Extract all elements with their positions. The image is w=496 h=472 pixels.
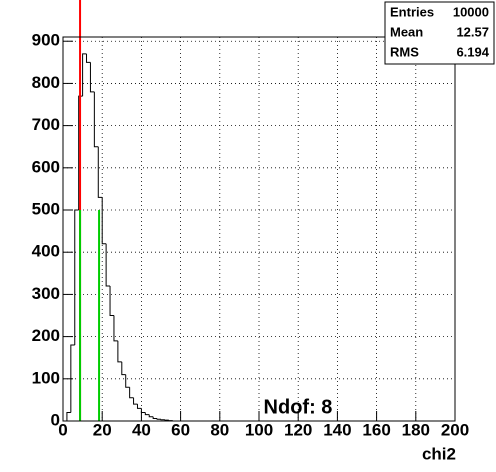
histogram-bin: [148, 414, 154, 418]
x-axis-title: chi2: [422, 444, 456, 463]
stats-frame: [384, 1, 495, 65]
x-tick-label: 140: [323, 420, 351, 439]
histogram-bin: [156, 418, 161, 420]
histogram-bin: [129, 387, 134, 399]
y-tick-label: 900: [32, 31, 60, 50]
histogram-bin: [152, 416, 158, 419]
histogram-bin: [74, 209, 79, 346]
x-tick-label: 200: [441, 420, 469, 439]
histogram-bin: [89, 62, 95, 93]
histogram-bin: [105, 243, 111, 287]
stats-value: 12.57: [456, 24, 489, 39]
x-tick-label: 80: [210, 420, 229, 439]
x-tick-label: 60: [171, 420, 190, 439]
stats-label: Entries: [390, 4, 434, 19]
histogram-bin: [66, 412, 71, 421]
stats-label: Mean: [390, 24, 423, 39]
histogram-bin: [78, 95, 83, 211]
x-tick-label: 0: [58, 420, 67, 439]
histogram-bin: [117, 340, 122, 363]
y-tick-label: 500: [32, 199, 60, 218]
histogram-bin: [133, 397, 138, 405]
histogram-bin: [125, 374, 130, 388]
x-tick-label: 40: [132, 420, 151, 439]
y-tick-label: 300: [32, 284, 60, 303]
histogram-bin: [70, 344, 75, 413]
x-tick-label: 20: [93, 420, 112, 439]
plot-frame: [62, 36, 456, 422]
histogram-bin: [101, 197, 107, 245]
histogram-bin: [136, 404, 142, 409]
histogram-bin: [113, 315, 118, 342]
y-tick-label: 0: [51, 410, 60, 429]
histogram-bin: [144, 412, 150, 416]
histogram-bin: [97, 146, 103, 198]
histogram-bin: [86, 53, 91, 63]
histogram-bin: [140, 408, 146, 414]
stats-box: Entries 10000 Mean 12.57 RMS 6.194: [384, 1, 495, 65]
histogram-bin: [121, 361, 126, 376]
y-tick-label: 400: [32, 242, 60, 261]
histogram-bin: [93, 91, 99, 148]
y-tick-label: 600: [32, 157, 60, 176]
annotation: Ndof: 8: [264, 396, 333, 418]
x-tick-label: 120: [284, 420, 312, 439]
y-tick-label: 700: [32, 115, 60, 134]
x-tick-label: 180: [402, 420, 430, 439]
y-tick-label: 100: [32, 368, 60, 387]
x-tick-label: 100: [245, 420, 273, 439]
histogram-bin: [109, 285, 114, 317]
x-tick-label: 160: [362, 420, 390, 439]
y-tick-label: 800: [32, 73, 60, 92]
stats-label: RMS: [390, 44, 419, 59]
histogram-bin: [82, 53, 87, 97]
stats-value: 10000: [453, 4, 489, 19]
stats-value: 6.194: [456, 44, 489, 59]
y-tick-label: 200: [32, 326, 60, 345]
